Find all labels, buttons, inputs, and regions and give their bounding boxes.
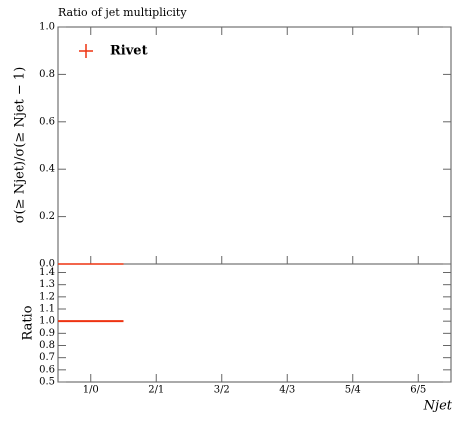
x-axis-label: Njet [423,399,453,414]
y-tick-label: 0.0 [39,259,55,270]
y-tick-label: 1.0 [39,316,55,327]
y-tick-label: 0.6 [39,116,55,127]
y-tick-label: 1.2 [39,291,55,302]
chart-title: Ratio of jet multiplicity [58,6,187,19]
y-tick-label: 0.7 [39,352,55,363]
y-tick-label: 1.0 [39,22,55,33]
y-tick-label: 0.9 [39,328,55,339]
y-tick-label: 0.2 [39,211,55,222]
x-tick-label: 4/3 [279,385,295,396]
ratio-frame [57,263,452,383]
y-axis-label: σ(≥ Njet)/σ(≥ Njet − 1) [13,67,28,224]
x-tick-label: 1/0 [83,385,99,396]
x-tick-label: 2/1 [148,385,164,396]
y-tick-label: 0.8 [39,340,55,351]
ratio-axis-label: Ratio [21,305,36,340]
main-frame [57,26,452,265]
y-tick-label: 0.6 [39,364,55,375]
y-tick-label: 0.5 [39,377,55,388]
x-tick-label: 5/4 [345,385,361,396]
y-tick-label: 1.4 [39,267,55,278]
y-tick-label: 0.4 [39,164,55,175]
legend-label: Rivet [110,44,148,59]
y-tick-label: 0.8 [39,69,55,80]
y-tick-label: 1.1 [39,304,55,315]
y-tick-label: 1.3 [39,279,55,290]
x-tick-label: 6/5 [410,385,426,396]
x-tick-label: 3/2 [214,385,230,396]
